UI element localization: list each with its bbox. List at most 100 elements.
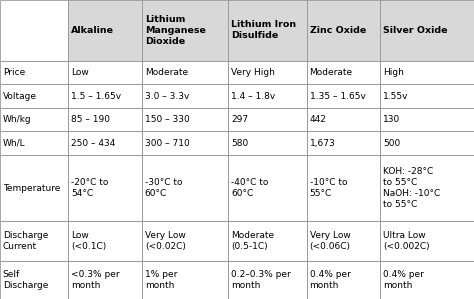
- Bar: [0, 108, 68, 132]
- Bar: [307, 221, 380, 261]
- Text: Very Low
(<0.02C): Very Low (<0.02C): [145, 231, 186, 251]
- Text: 442: 442: [310, 115, 327, 124]
- Text: 0.4% per
month: 0.4% per month: [310, 270, 350, 290]
- Bar: [68, 61, 142, 84]
- Text: 0.4% per
month: 0.4% per month: [383, 270, 424, 290]
- Bar: [142, 108, 228, 132]
- Bar: [228, 155, 307, 221]
- Bar: [68, 108, 142, 132]
- Bar: [307, 132, 380, 155]
- Bar: [68, 0, 142, 61]
- Bar: [68, 221, 142, 261]
- Text: 1,673: 1,673: [310, 139, 335, 148]
- Bar: [228, 61, 307, 84]
- Text: Very High: Very High: [231, 68, 275, 77]
- Text: Moderate: Moderate: [310, 68, 353, 77]
- Bar: [68, 132, 142, 155]
- Bar: [228, 108, 307, 132]
- Bar: [142, 0, 228, 61]
- Bar: [0, 61, 68, 84]
- Bar: [142, 155, 228, 221]
- Bar: [380, 221, 474, 261]
- Bar: [68, 221, 142, 261]
- Bar: [307, 108, 380, 132]
- Bar: [307, 155, 380, 221]
- Text: <0.3% per
month: <0.3% per month: [71, 270, 120, 290]
- Bar: [142, 261, 228, 299]
- Bar: [228, 221, 307, 261]
- Bar: [68, 108, 142, 132]
- Bar: [380, 221, 474, 261]
- Bar: [142, 132, 228, 155]
- Bar: [228, 61, 307, 84]
- Text: Voltage: Voltage: [3, 91, 37, 100]
- Text: Zinc Oxide: Zinc Oxide: [310, 26, 366, 35]
- Bar: [380, 261, 474, 299]
- Text: 130: 130: [383, 115, 401, 124]
- Text: Wh/kg: Wh/kg: [3, 115, 31, 124]
- Bar: [0, 261, 68, 299]
- Bar: [142, 261, 228, 299]
- Bar: [0, 221, 68, 261]
- Text: -30°C to
60°C: -30°C to 60°C: [145, 178, 182, 198]
- Bar: [380, 108, 474, 132]
- Text: Lithium Iron
Disulfide: Lithium Iron Disulfide: [231, 20, 296, 40]
- Text: Temperature: Temperature: [3, 184, 60, 193]
- Bar: [380, 108, 474, 132]
- Bar: [380, 0, 474, 61]
- Bar: [0, 0, 68, 61]
- Bar: [142, 84, 228, 108]
- Text: Silver Oxide: Silver Oxide: [383, 26, 447, 35]
- Bar: [380, 132, 474, 155]
- Bar: [380, 155, 474, 221]
- Text: Discharge
Current: Discharge Current: [3, 231, 48, 251]
- Bar: [0, 84, 68, 108]
- Bar: [307, 84, 380, 108]
- Bar: [228, 0, 307, 61]
- Text: 250 – 434: 250 – 434: [71, 139, 116, 148]
- Bar: [0, 132, 68, 155]
- Bar: [380, 0, 474, 61]
- Bar: [307, 0, 380, 61]
- Bar: [307, 108, 380, 132]
- Bar: [228, 155, 307, 221]
- Bar: [68, 132, 142, 155]
- Bar: [142, 108, 228, 132]
- Text: 0.2–0.3% per
month: 0.2–0.3% per month: [231, 270, 291, 290]
- Bar: [0, 61, 68, 84]
- Bar: [228, 84, 307, 108]
- Text: 1.55v: 1.55v: [383, 91, 409, 100]
- Text: 297: 297: [231, 115, 248, 124]
- Bar: [228, 261, 307, 299]
- Text: 500: 500: [383, 139, 401, 148]
- Text: Moderate
(0.5-1C): Moderate (0.5-1C): [231, 231, 274, 251]
- Bar: [142, 155, 228, 221]
- Bar: [228, 108, 307, 132]
- Bar: [68, 261, 142, 299]
- Bar: [228, 84, 307, 108]
- Bar: [142, 84, 228, 108]
- Bar: [68, 155, 142, 221]
- Bar: [307, 261, 380, 299]
- Bar: [307, 132, 380, 155]
- Bar: [68, 155, 142, 221]
- Text: 300 – 710: 300 – 710: [145, 139, 190, 148]
- Bar: [0, 132, 68, 155]
- Bar: [307, 155, 380, 221]
- Bar: [228, 0, 307, 61]
- Text: 85 – 190: 85 – 190: [71, 115, 110, 124]
- Text: Low: Low: [71, 68, 89, 77]
- Bar: [228, 132, 307, 155]
- Bar: [0, 0, 68, 61]
- Bar: [228, 221, 307, 261]
- Bar: [307, 84, 380, 108]
- Text: Wh/L: Wh/L: [3, 139, 26, 148]
- Bar: [228, 261, 307, 299]
- Bar: [380, 155, 474, 221]
- Text: -40°C to
60°C: -40°C to 60°C: [231, 178, 268, 198]
- Text: 580: 580: [231, 139, 248, 148]
- Bar: [307, 221, 380, 261]
- Bar: [228, 132, 307, 155]
- Bar: [307, 61, 380, 84]
- Bar: [380, 84, 474, 108]
